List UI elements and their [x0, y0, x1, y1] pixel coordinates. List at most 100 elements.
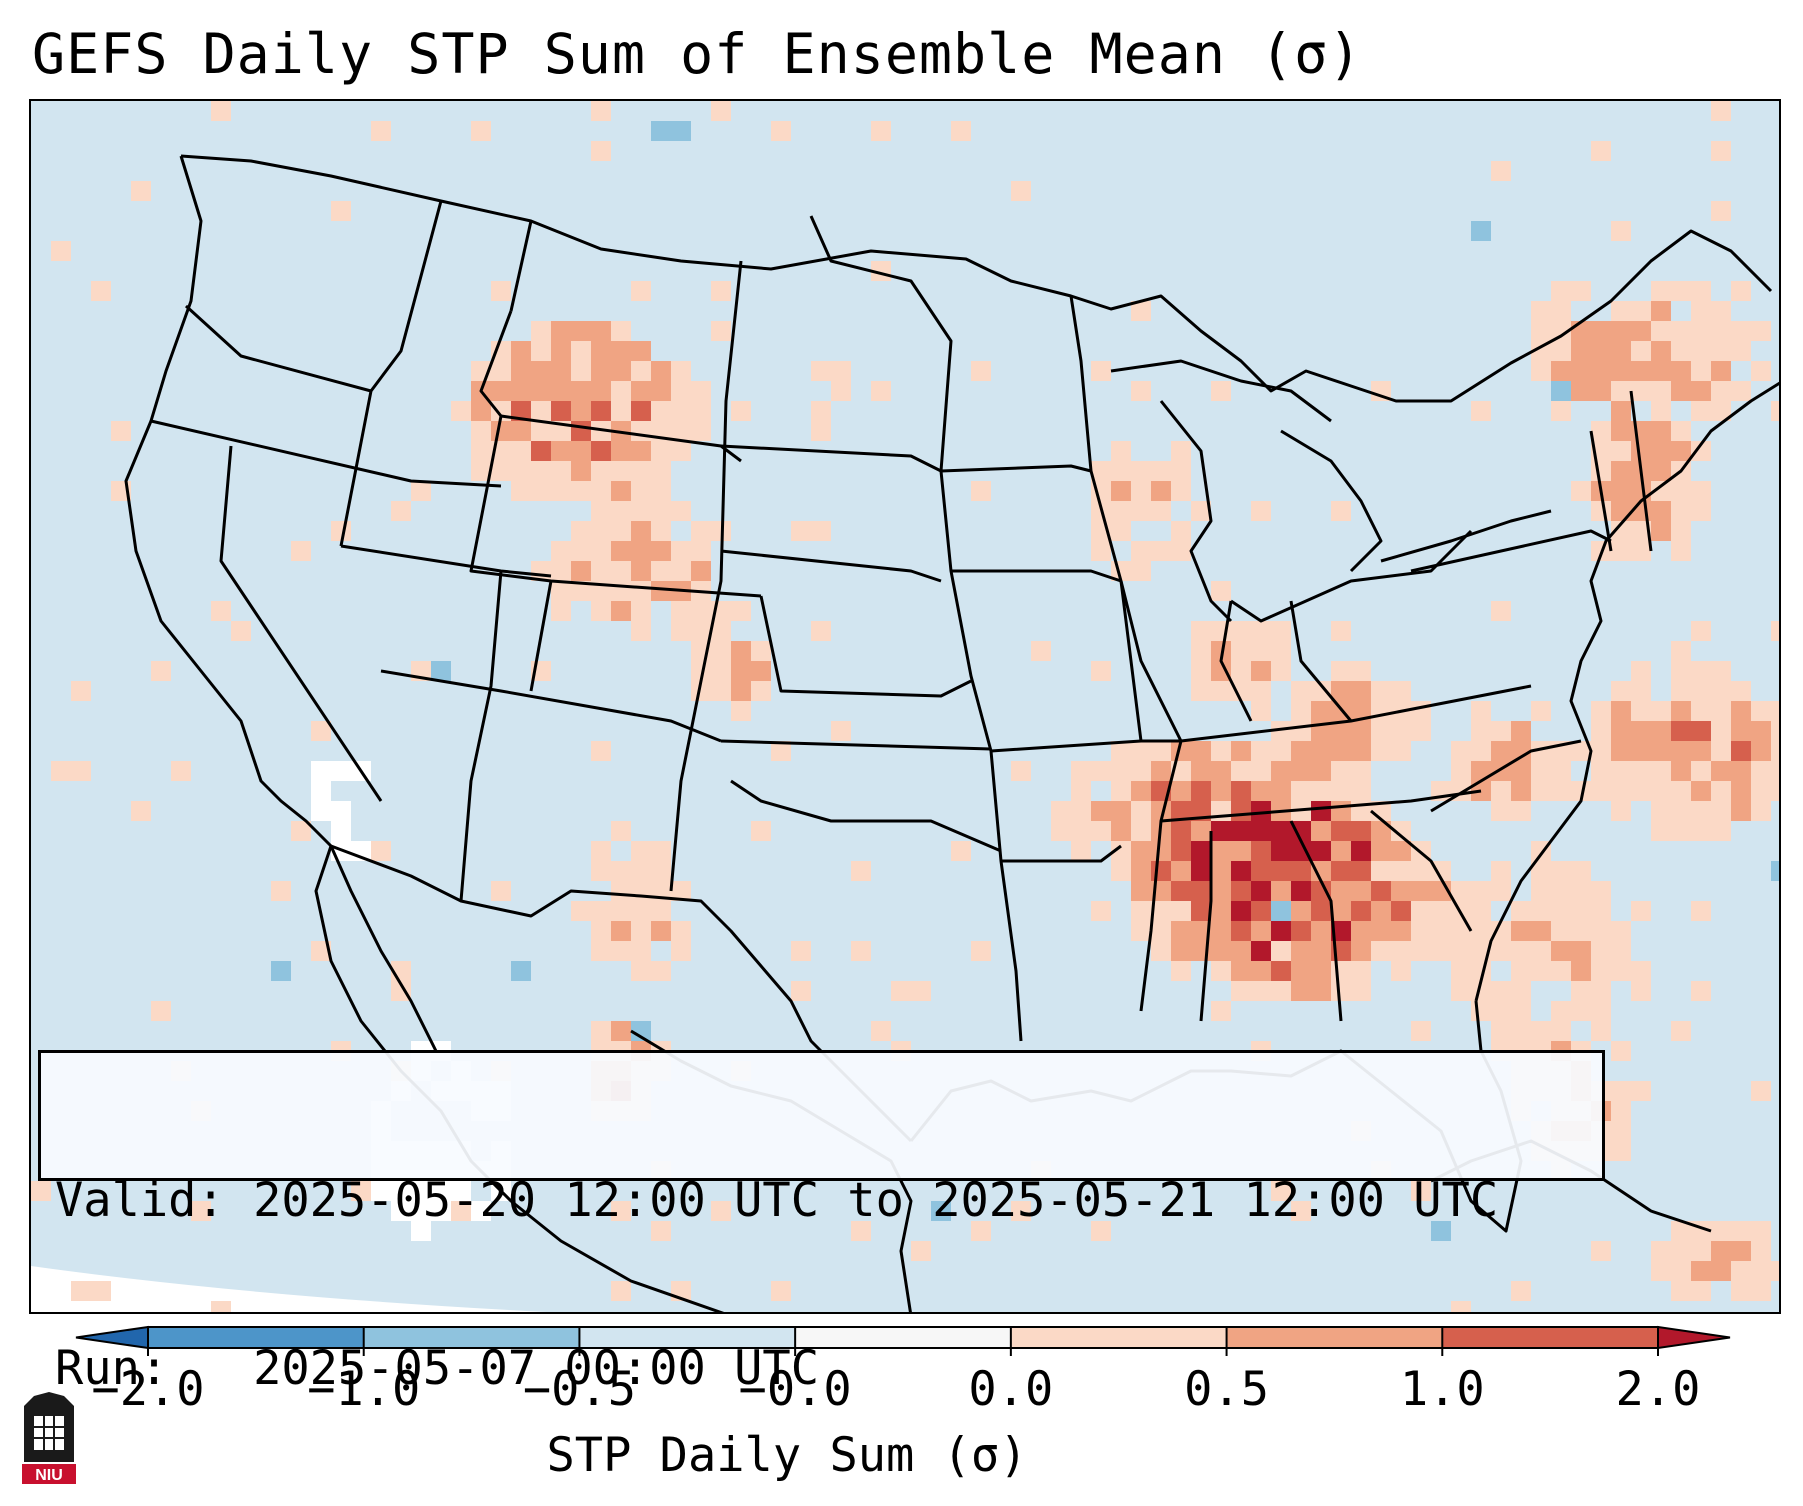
- stp-cell: [1131, 881, 1151, 901]
- stp-cell: [1711, 361, 1731, 381]
- stp-cell: [1591, 741, 1611, 761]
- stp-cell: [1531, 701, 1551, 721]
- stp-cell: [491, 461, 511, 481]
- stp-cell: [1731, 701, 1751, 721]
- stp-cell: [1291, 701, 1311, 721]
- stp-cell: [1531, 741, 1551, 761]
- colorbar-label: STP Daily Sum (σ): [546, 1428, 1028, 1483]
- stp-cell: [1171, 541, 1191, 561]
- stp-cell: [1271, 941, 1291, 961]
- stp-cell: [1551, 401, 1571, 421]
- stp-cell: [1191, 781, 1211, 801]
- baja-coast: [329, 845, 438, 1052]
- stp-cell: [611, 441, 631, 461]
- stp-cell: [1771, 701, 1779, 721]
- stp-cell: [531, 461, 551, 481]
- stp-cell: [1111, 761, 1131, 781]
- stp-cell: [1711, 201, 1731, 221]
- stp-cell: [1331, 621, 1351, 641]
- valid-line: Valid: 2025-05-20 12:00 UTC to 2025-05-2…: [55, 1173, 1588, 1229]
- stp-cell: [731, 701, 751, 721]
- stp-cell: [591, 401, 611, 421]
- stp-cell: [711, 641, 731, 661]
- stp-cell: [1231, 641, 1251, 661]
- stp-cell: [1611, 741, 1631, 761]
- stp-cell: [1611, 541, 1631, 561]
- stp-cell: [1191, 901, 1211, 921]
- stp-cell: [511, 961, 531, 981]
- stp-cell: [971, 361, 991, 381]
- stp-cell: [1591, 701, 1611, 721]
- stp-cell: [631, 281, 651, 301]
- stp-cell: [1771, 741, 1779, 761]
- stp-cell: [1131, 561, 1151, 581]
- stp-cell: [1111, 781, 1131, 801]
- stp-cell: [1771, 401, 1779, 421]
- stp-cell: [571, 421, 591, 441]
- stp-cell: [1711, 1241, 1731, 1261]
- stp-cell: [1311, 901, 1331, 921]
- stp-cell: [591, 841, 611, 861]
- valid-label: Valid:: [55, 1173, 225, 1228]
- stp-cell: [1271, 921, 1291, 941]
- stp-cell: [1731, 781, 1751, 801]
- stp-cell: [1771, 1261, 1779, 1281]
- stp-cell: [1111, 841, 1131, 861]
- stp-cell: [1671, 761, 1691, 781]
- stp-cell: [1351, 901, 1371, 921]
- stp-cell: [1131, 901, 1151, 921]
- stp-cell: [1631, 901, 1651, 921]
- stp-cell: [1491, 801, 1511, 821]
- stp-cell: [311, 781, 331, 801]
- stp-cell: [1351, 721, 1371, 741]
- stp-cell: [1011, 181, 1031, 201]
- stp-cell: [771, 741, 791, 761]
- stp-cell: [1391, 741, 1411, 761]
- stp-cell: [1211, 761, 1231, 781]
- stp-cell: [1131, 481, 1151, 501]
- stp-cell: [1631, 741, 1651, 761]
- stp-cell: [811, 421, 831, 441]
- stp-cell: [1711, 781, 1731, 801]
- stp-cell: [1231, 901, 1251, 921]
- stp-cell: [1611, 381, 1631, 401]
- stp-cell: [1711, 761, 1731, 781]
- stp-cell: [1711, 141, 1731, 161]
- stp-cell: [691, 521, 711, 541]
- stp-cell: [1191, 681, 1211, 701]
- stp-cell: [491, 381, 511, 401]
- stp-cell: [831, 381, 851, 401]
- stp-cell: [651, 541, 671, 561]
- valid-run-info-box: Valid: 2025-05-20 12:00 UTC to 2025-05-2…: [38, 1050, 1605, 1396]
- stp-cell: [1331, 821, 1351, 841]
- stp-cell: [1671, 661, 1691, 681]
- stp-cell: [1251, 621, 1271, 641]
- stp-cell: [1051, 821, 1071, 841]
- stp-cell: [1151, 841, 1171, 861]
- stp-cell: [1571, 861, 1591, 881]
- stp-cell: [1271, 901, 1291, 921]
- stp-cell: [1311, 941, 1331, 961]
- stp-cell: [631, 581, 651, 601]
- stp-cell: [1491, 921, 1511, 941]
- stp-cell: [1631, 301, 1651, 321]
- stp-cell: [1551, 941, 1571, 961]
- stp-cell: [591, 141, 611, 161]
- stp-cell: [1251, 821, 1271, 841]
- stp-cell: [1591, 421, 1611, 441]
- stp-cell: [751, 661, 771, 681]
- stp-cell: [1171, 821, 1191, 841]
- stp-cell: [1731, 1241, 1751, 1261]
- stp-cell: [1151, 941, 1171, 961]
- stp-cell: [1711, 301, 1731, 321]
- stp-cell: [1571, 381, 1591, 401]
- stp-cell: [1471, 1001, 1491, 1021]
- stp-cell: [71, 1281, 91, 1301]
- ia-mn-border: [940, 464, 1092, 473]
- stp-cell: [1231, 921, 1251, 941]
- stp-cell: [1431, 901, 1451, 921]
- stp-cell: [331, 801, 351, 821]
- stp-cell: [511, 461, 531, 481]
- stp-cell: [451, 1201, 471, 1221]
- stp-cell: [1651, 441, 1671, 461]
